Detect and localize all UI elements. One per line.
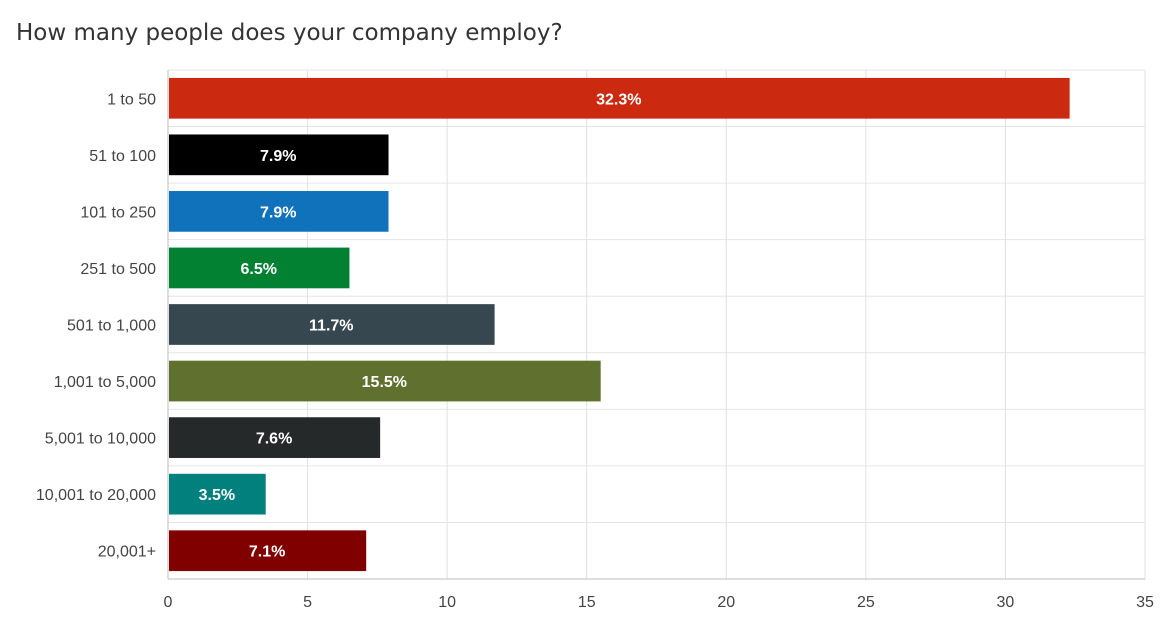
category-label: 10,001 to 20,000 xyxy=(36,487,156,504)
category-label: 1 to 50 xyxy=(107,91,156,108)
category-label: 251 to 500 xyxy=(80,261,156,278)
bar-value-label: 15.5% xyxy=(362,374,407,391)
x-tick-label: 35 xyxy=(1136,594,1154,611)
bar xyxy=(169,360,601,402)
gridlines xyxy=(167,69,1146,580)
bar xyxy=(169,247,350,289)
chart-title: How many people does your company employ… xyxy=(16,20,563,46)
bar xyxy=(169,473,266,515)
bars: 32.3% 7.9% 7.9% 6.5% 11.7% 15.5% 7.6% 3.5% 7.1% xyxy=(169,77,1070,572)
category-label: 20,001+ xyxy=(98,544,156,561)
bar xyxy=(169,417,381,458)
category-label: 501 to 1,000 xyxy=(67,318,156,335)
bar xyxy=(169,530,367,572)
bar-value-label: 7.6% xyxy=(256,431,292,448)
x-axis-ticks: 0 5 10 15 20 25 30 35 xyxy=(164,594,1154,611)
category-label: 101 to 250 xyxy=(80,204,156,221)
bar-value-label: 7.9% xyxy=(260,204,296,221)
bar-value-label: 7.9% xyxy=(260,148,296,165)
bar-value-label: 11.7% xyxy=(309,318,353,335)
x-tick-label: 30 xyxy=(997,594,1015,611)
x-tick-label: 20 xyxy=(717,594,735,611)
bar-value-label: 3.5% xyxy=(199,487,235,504)
bar xyxy=(169,191,389,232)
category-label: 51 to 100 xyxy=(89,148,156,165)
bar xyxy=(169,304,495,345)
x-tick-label: 10 xyxy=(438,594,456,611)
x-tick-label: 5 xyxy=(303,594,312,611)
category-label: 5,001 to 10,000 xyxy=(45,431,156,448)
x-tick-label: 15 xyxy=(578,594,596,611)
category-label: 1,001 to 5,000 xyxy=(54,374,156,391)
bar-value-label: 7.1% xyxy=(249,544,285,561)
bar xyxy=(169,77,1070,119)
bar xyxy=(169,134,389,176)
category-labels: 1 to 50 51 to 100 101 to 250 251 to 500 501 … xyxy=(36,91,156,560)
x-tick-label: 0 xyxy=(164,594,173,611)
bar-value-label: 6.5% xyxy=(240,261,276,278)
bar-value-label: 32.3% xyxy=(596,91,641,108)
x-tick-label: 25 xyxy=(857,594,875,611)
